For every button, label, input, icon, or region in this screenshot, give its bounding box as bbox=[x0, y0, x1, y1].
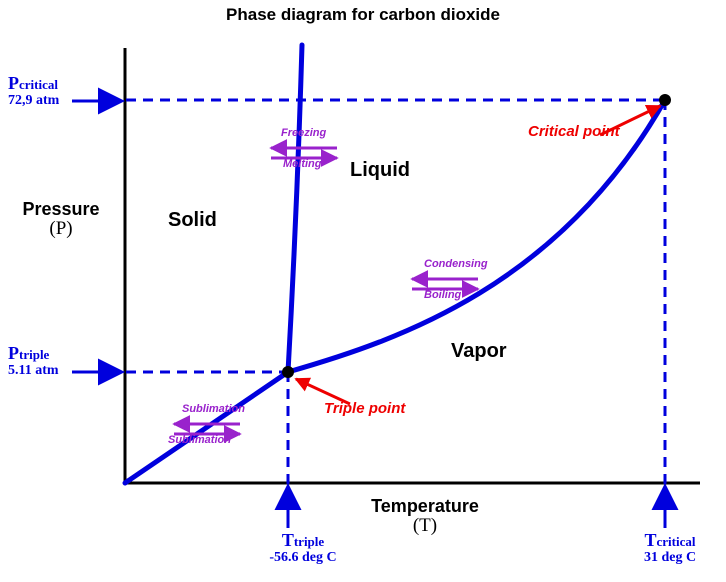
page-title: Phase diagram for carbon dioxide bbox=[226, 5, 500, 24]
x-axis-title-name: Temperature bbox=[371, 496, 479, 516]
p-triple-symbol-line: Ptriple bbox=[8, 344, 59, 364]
t-triple-value: -56.6 deg C bbox=[269, 549, 337, 565]
region-label-vapor: Vapor bbox=[451, 340, 507, 362]
x-axis-title-symbol: (T) bbox=[412, 514, 438, 536]
p-critical-annotation: Pcritical 72,9 atm bbox=[8, 74, 59, 108]
melting-label: Melting bbox=[283, 158, 322, 170]
critical-point-label: Critical point bbox=[528, 123, 620, 140]
t-critical-subscript: critical bbox=[656, 534, 696, 549]
x-axis-title: Temperature (T) bbox=[340, 497, 510, 536]
region-label-solid: Solid bbox=[168, 209, 217, 231]
t-triple-symbol: T bbox=[281, 530, 294, 550]
triple-point-label: Triple point bbox=[324, 400, 406, 417]
triple-point-callout-arrow bbox=[294, 377, 351, 406]
t-critical-annotation: Tcritical 31 deg C bbox=[620, 531, 720, 565]
y-axis-title: Pressure (P) bbox=[6, 200, 116, 239]
t-critical-value: 31 deg C bbox=[643, 549, 697, 565]
p-critical-value: 72,9 atm bbox=[8, 92, 60, 108]
triple-point-marker bbox=[282, 366, 294, 378]
boiling-label: Boiling bbox=[424, 289, 462, 301]
y-axis-title-name: Pressure bbox=[22, 199, 100, 219]
t-triple-annotation: Ttriple -56.6 deg C bbox=[248, 531, 358, 565]
t-critical-symbol: T bbox=[644, 530, 657, 550]
sublimation-curve bbox=[122, 369, 291, 486]
condensing-label: Condensing bbox=[424, 258, 488, 270]
fusion-curve bbox=[285, 42, 305, 375]
p-critical-symbol-line: Pcritical bbox=[8, 74, 59, 94]
critical-point-marker bbox=[659, 94, 671, 106]
p-triple-symbol: P bbox=[8, 343, 19, 363]
t-triple-subscript: triple bbox=[293, 534, 325, 549]
region-label-liquid: Liquid bbox=[350, 159, 410, 181]
y-axis-title-symbol: (P) bbox=[49, 217, 73, 239]
freezing-label: Freezing bbox=[281, 127, 327, 139]
t-triple-symbol-line: Ttriple bbox=[248, 531, 358, 551]
vaporization-curve bbox=[285, 97, 668, 375]
p-critical-symbol: P bbox=[8, 73, 19, 93]
sublimation-label-lower: Sublimation bbox=[168, 434, 231, 446]
p-triple-annotation: Ptriple 5.11 atm bbox=[8, 344, 59, 378]
p-critical-subscript: critical bbox=[19, 77, 58, 92]
critical-point-callout-arrow bbox=[599, 104, 662, 137]
p-triple-subscript: triple bbox=[19, 347, 50, 362]
sublimation-label-upper: Sublimation bbox=[182, 403, 245, 415]
t-critical-symbol-line: Tcritical bbox=[620, 531, 720, 551]
p-triple-value: 5.11 atm bbox=[8, 362, 59, 378]
